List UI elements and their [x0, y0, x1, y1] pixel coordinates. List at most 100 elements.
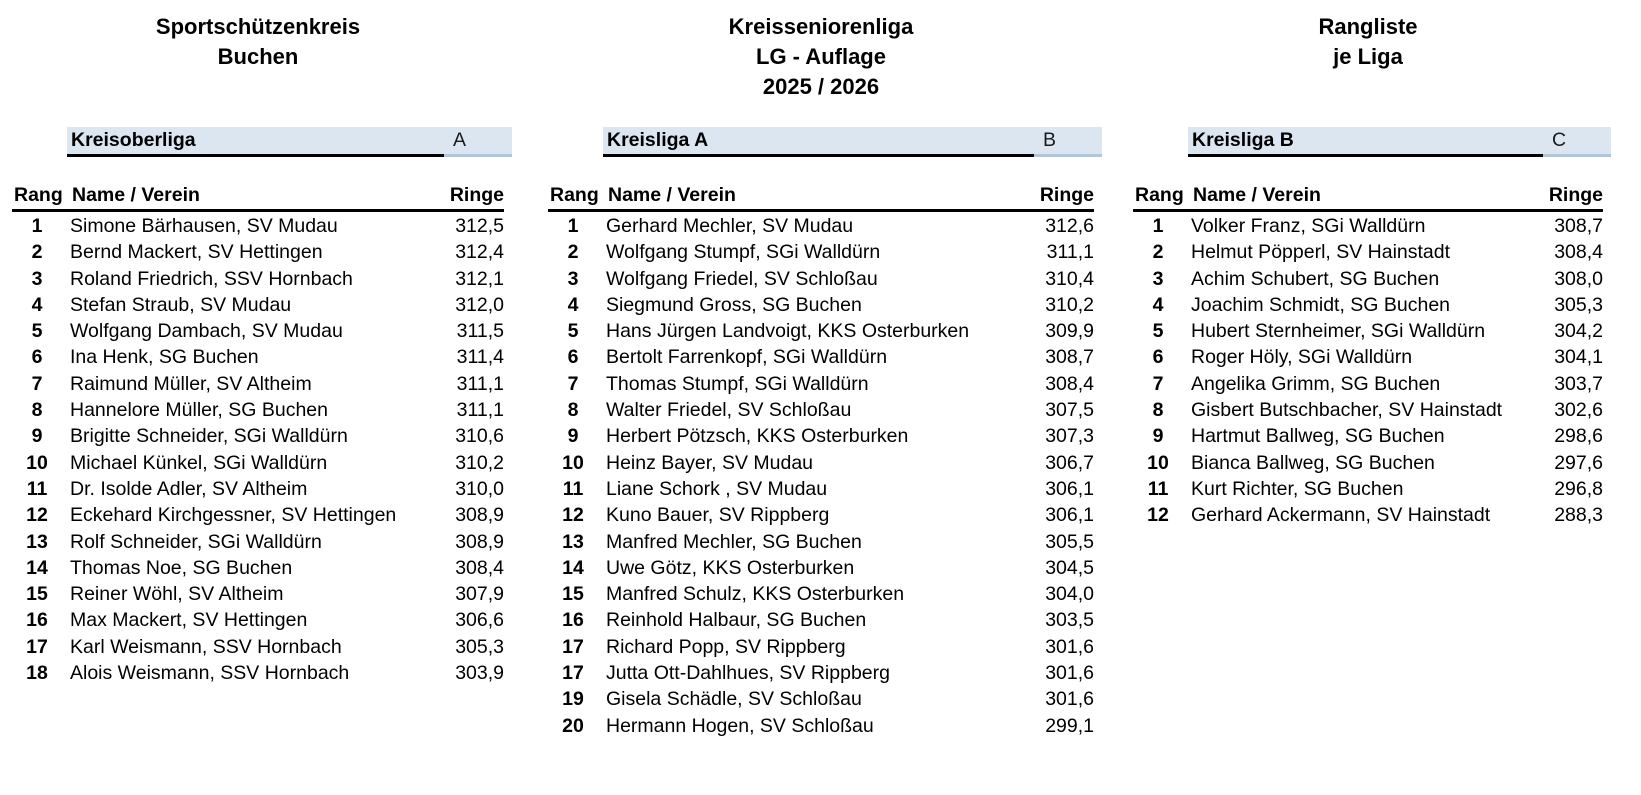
- row-rank: 4: [1152, 293, 1164, 316]
- document-title-center: Kreisseniorenliga LG - Auflage 2025 / 2026: [548, 12, 1094, 102]
- league-column-kreisoberliga: Sportschützenkreis Buchen Kreisoberliga A…: [12, 0, 512, 795]
- row-rank: 1: [567, 215, 579, 237]
- row-rank: 9: [1152, 425, 1164, 448]
- row-score: 299,1: [1045, 714, 1094, 737]
- row-rank: 8: [567, 399, 579, 422]
- row-rank: 11: [562, 477, 584, 500]
- row-rank: 15: [562, 583, 584, 606]
- row-score: 297,6: [1554, 451, 1603, 474]
- row-name-verein: Michael Künkel, SGi Walldürn: [70, 451, 328, 474]
- row-name-verein: Uwe Götz, KKS Osterburken: [606, 556, 855, 579]
- row-rank: 15: [26, 583, 48, 606]
- row-name-verein: Brigitte Schneider, SGi Walldürn: [70, 425, 348, 448]
- row-score: 298,6: [1554, 425, 1603, 448]
- row-rank: 1: [31, 215, 43, 237]
- league-column-kreisliga-a: Kreisseniorenliga LG - Auflage 2025 / 2026…: [548, 0, 1102, 795]
- row-score: 305,3: [1554, 293, 1603, 316]
- table-row: 12 Kuno Bauer, SV Rippberg 306,1: [548, 502, 1094, 528]
- row-score: 308,7: [1554, 215, 1603, 237]
- table-row: 17 Richard Popp, SV Rippberg 301,6: [548, 634, 1094, 660]
- row-rank: 7: [567, 372, 579, 395]
- row-rank: 16: [562, 609, 584, 632]
- row-score: 309,9: [1045, 320, 1094, 343]
- row-name-verein: Ina Henk, SG Buchen: [70, 346, 259, 369]
- table-row: 4 Siegmund Gross, SG Buchen 310,2: [548, 292, 1094, 318]
- row-name-verein: Thomas Noe, SG Buchen: [70, 556, 293, 579]
- table-row: 1 Volker Franz, SGi Walldürn 308,7: [1133, 213, 1603, 239]
- row-score: 304,1: [1554, 346, 1603, 369]
- table-row: 17 Jutta Ott-Dahlhues, SV Rippberg 301,6: [548, 660, 1094, 686]
- row-name-verein: Reiner Wöhl, SV Altheim: [70, 583, 284, 606]
- row-score: 310,0: [455, 477, 504, 500]
- rank-column-header: Rang: [550, 184, 599, 206]
- row-rank: 4: [31, 293, 43, 316]
- table-row: 14 Uwe Götz, KKS Osterburken 304,5: [548, 555, 1094, 581]
- row-score: 311,5: [456, 320, 504, 343]
- row-rank: 3: [567, 267, 579, 290]
- table-row: 1 Simone Bärhausen, SV Mudau 312,5: [12, 213, 504, 239]
- name-column-header: Name / Verein: [608, 184, 736, 206]
- table-row: 5 Hubert Sternheimer, SGi Walldürn 304,2: [1133, 318, 1603, 344]
- row-rank: 8: [1152, 399, 1164, 422]
- row-rank: 6: [31, 346, 43, 369]
- row-rank: 18: [26, 662, 48, 685]
- row-score: 307,3: [1045, 425, 1094, 448]
- row-score: 312,6: [1045, 215, 1094, 237]
- row-name-verein: Hans Jürgen Landvoigt, KKS Osterburken: [606, 320, 970, 343]
- row-rank: 17: [26, 635, 48, 658]
- table-row: 13 Rolf Schneider, SGi Walldürn 308,9: [12, 529, 504, 555]
- row-name-verein: Dr. Isolde Adler, SV Altheim: [70, 477, 308, 500]
- row-name-verein: Alois Weismann, SSV Hornbach: [70, 662, 350, 685]
- row-score: 308,4: [1554, 241, 1603, 264]
- table-row: 10 Bianca Ballweg, SG Buchen 297,6: [1133, 450, 1603, 476]
- row-name-verein: Gerhard Ackermann, SV Hainstadt: [1191, 504, 1491, 527]
- rank-column-header: Rang: [1135, 184, 1184, 206]
- table-row: 4 Joachim Schmidt, SG Buchen 305,3: [1133, 292, 1603, 318]
- row-name-verein: Richard Popp, SV Rippberg: [606, 635, 846, 658]
- table-row: 7 Raimund Müller, SV Altheim 311,1: [12, 371, 504, 397]
- table-row: 20 Hermann Hogen, SV Schloßau 299,1: [548, 713, 1094, 739]
- name-column-header: Name / Verein: [1193, 184, 1321, 206]
- row-name-verein: Stefan Straub, SV Mudau: [70, 293, 292, 316]
- title-line: LG - Auflage: [756, 44, 886, 69]
- row-score: 311,4: [456, 346, 504, 369]
- row-score: 305,5: [1045, 530, 1094, 553]
- table-row: 4 Stefan Straub, SV Mudau 312,0: [12, 292, 504, 318]
- title-line: Kreisseniorenliga: [728, 14, 914, 39]
- table-row: 15 Manfred Schulz, KKS Osterburken 304,0: [548, 581, 1094, 607]
- league-group-letter: B: [1034, 127, 1102, 157]
- row-score: 308,0: [1554, 267, 1603, 290]
- row-rank: 3: [1152, 267, 1164, 290]
- row-rank: 1: [1152, 215, 1164, 237]
- table-row: 16 Reinhold Halbaur, SG Buchen 303,5: [548, 607, 1094, 633]
- table-column-headers: Rang Name / Verein Ringe: [12, 183, 504, 212]
- row-rank: 12: [26, 504, 48, 527]
- row-rank: 10: [562, 451, 584, 474]
- table-rows: 1 Volker Franz, SGi Walldürn 308,7 2 Helmut …: [1133, 213, 1603, 529]
- row-score: 308,9: [455, 504, 504, 527]
- row-rank: 7: [31, 372, 43, 395]
- row-score: 301,6: [1045, 635, 1094, 658]
- row-rank: 14: [26, 556, 48, 579]
- table-row: 11 Liane Schork , SV Mudau 306,1: [548, 476, 1094, 502]
- row-score: 307,9: [455, 583, 504, 606]
- row-name-verein: Gerhard Mechler, SV Mudau: [606, 215, 854, 237]
- row-name-verein: Roland Friedrich, SSV Hornbach: [70, 267, 353, 290]
- rank-column-header: Rang: [14, 184, 63, 206]
- row-score: 302,6: [1554, 399, 1603, 422]
- table-row: 18 Alois Weismann, SSV Hornbach 303,9: [12, 660, 504, 686]
- table-row: 14 Thomas Noe, SG Buchen 308,4: [12, 555, 504, 581]
- document-title-right: Rangliste je Liga: [1133, 12, 1603, 72]
- row-score: 310,6: [455, 425, 504, 448]
- row-score: 310,2: [1045, 293, 1094, 316]
- row-name-verein: Simone Bärhausen, SV Mudau: [70, 215, 338, 237]
- league-group-letter: C: [1543, 127, 1611, 157]
- row-rank: 9: [31, 425, 43, 448]
- row-score: 301,6: [1045, 662, 1094, 685]
- row-name-verein: Hermann Hogen, SV Schloßau: [606, 714, 874, 737]
- row-rank: 10: [1147, 451, 1169, 474]
- row-score: 308,7: [1045, 346, 1094, 369]
- table-row: 1 Gerhard Mechler, SV Mudau 312,6: [548, 213, 1094, 239]
- table-row: 10 Heinz Bayer, SV Mudau 306,7: [548, 450, 1094, 476]
